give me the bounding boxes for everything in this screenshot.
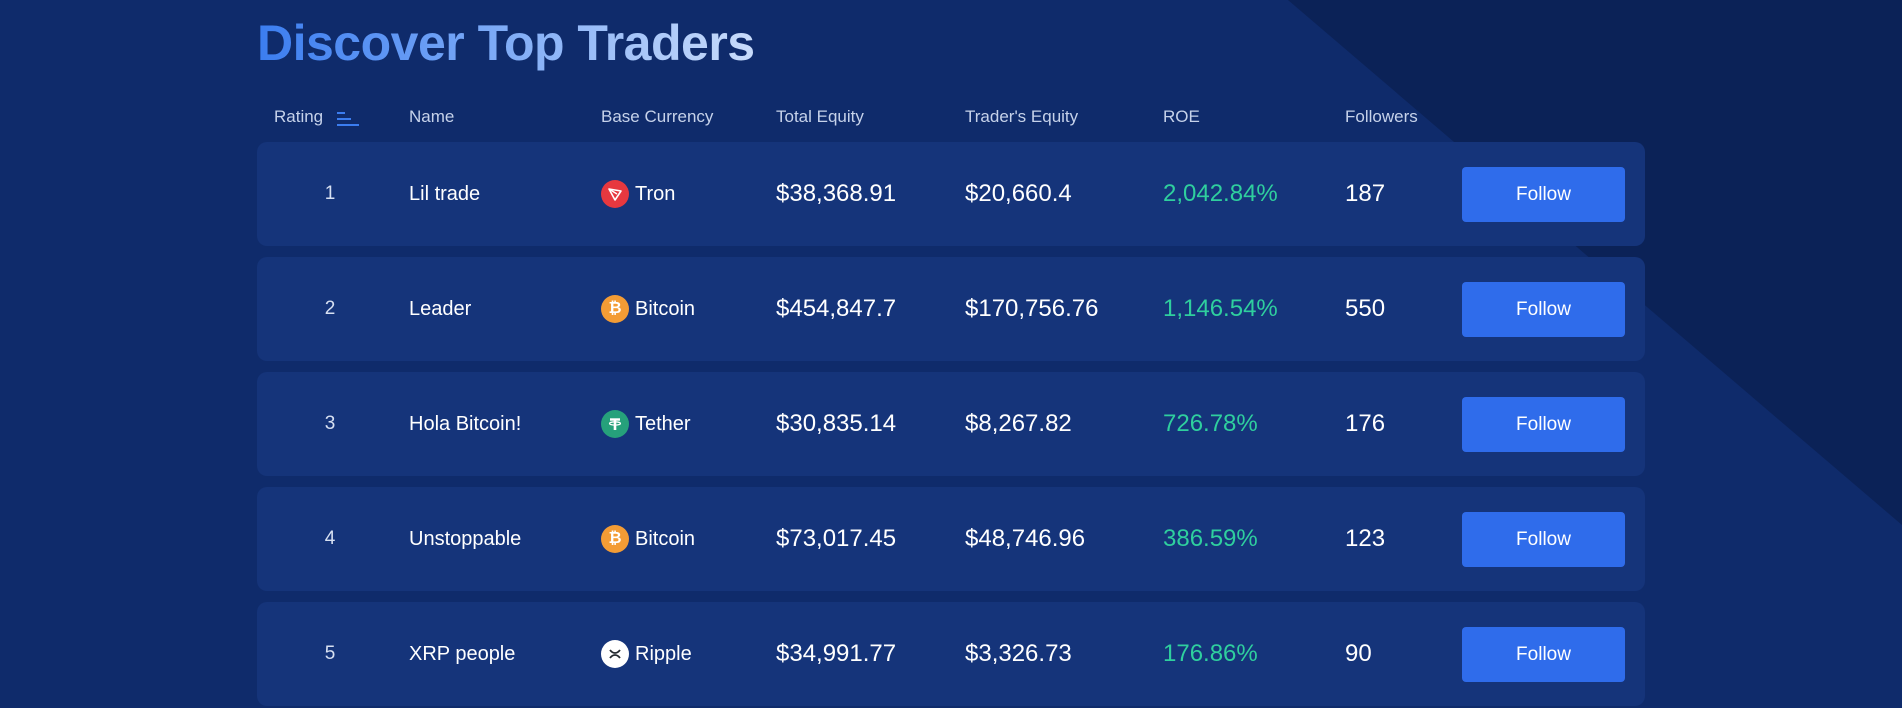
header-rating[interactable]: Rating — [274, 107, 324, 126]
currency-label: Tron — [635, 182, 676, 205]
base-currency-cell: ₿ Bitcoin — [601, 487, 695, 591]
header-roe: ROE — [1163, 107, 1200, 126]
trader-name[interactable]: Lil trade — [409, 182, 481, 205]
traders-equity-cell: $8,267.82 — [965, 410, 1072, 437]
followers-cell: 187 — [1345, 180, 1386, 207]
header-name: Name — [409, 107, 455, 126]
table-row: 2 Leader ₿ Bitcoin $454,847.7 $170,756.7… — [257, 257, 1645, 361]
trader-name[interactable]: Unstoppable — [409, 527, 522, 550]
rank-cell: 3 — [324, 413, 336, 434]
table-header: Rating Name Base Currency Total Equity T… — [257, 107, 1645, 131]
follow-button[interactable]: Follow — [1462, 397, 1625, 452]
currency-label: Bitcoin — [635, 527, 696, 550]
ripple-icon — [601, 640, 629, 668]
table-row: 3 Hola Bitcoin! Tether $30,835.14 $8,267… — [257, 372, 1645, 476]
traders-equity-cell: $170,756.76 — [965, 295, 1099, 322]
follow-button[interactable]: Follow — [1462, 282, 1625, 337]
currency-label: Ripple — [635, 642, 692, 665]
base-currency-cell: Tron — [601, 142, 675, 246]
sort-descending-icon[interactable] — [335, 110, 361, 133]
trader-name[interactable]: XRP people — [409, 642, 516, 665]
table-row: 4 Unstoppable ₿ Bitcoin $73,017.45 $48,7… — [257, 487, 1645, 591]
trader-name[interactable]: Hola Bitcoin! — [409, 412, 522, 435]
currency-label: Bitcoin — [635, 297, 696, 320]
table-row: 5 XRP people Ripple $34,991.77 $3,326.73… — [257, 602, 1645, 706]
page-title: Discover Top Traders — [257, 15, 755, 71]
traders-equity-cell: $3,326.73 — [965, 640, 1072, 667]
roe-cell: 176.86% — [1163, 640, 1258, 667]
total-equity-cell: $34,991.77 — [776, 640, 897, 667]
bitcoin-icon: ₿ — [601, 295, 629, 323]
trader-name[interactable]: Leader — [409, 297, 472, 320]
followers-cell: 123 — [1345, 525, 1386, 552]
total-equity-cell: $454,847.7 — [776, 295, 897, 322]
header-traders-equity: Trader's Equity — [965, 107, 1079, 126]
roe-cell: 726.78% — [1163, 410, 1258, 437]
followers-cell: 550 — [1345, 295, 1386, 322]
follow-button[interactable]: Follow — [1462, 512, 1625, 567]
traders-equity-cell: $48,746.96 — [965, 525, 1086, 552]
total-equity-cell: $30,835.14 — [776, 410, 897, 437]
rank-cell: 1 — [324, 183, 336, 204]
header-followers: Followers — [1345, 107, 1418, 126]
roe-cell: 1,146.54% — [1163, 295, 1278, 322]
total-equity-cell: $73,017.45 — [776, 525, 897, 552]
bitcoin-icon: ₿ — [601, 525, 629, 553]
followers-cell: 90 — [1345, 640, 1372, 667]
tron-icon — [601, 180, 629, 208]
header-base-currency: Base Currency — [601, 107, 714, 126]
currency-label: Tether — [635, 412, 691, 435]
follow-button[interactable]: Follow — [1462, 167, 1625, 222]
followers-cell: 176 — [1345, 410, 1386, 437]
rank-cell: 4 — [324, 528, 336, 549]
roe-cell: 2,042.84% — [1163, 180, 1278, 207]
total-equity-cell: $38,368.91 — [776, 180, 897, 207]
base-currency-cell: ₿ Bitcoin — [601, 257, 695, 361]
base-currency-cell: Tether — [601, 372, 691, 476]
traders-equity-cell: $20,660.4 — [965, 180, 1072, 207]
tether-icon — [601, 410, 629, 438]
base-currency-cell: Ripple — [601, 602, 692, 706]
roe-cell: 386.59% — [1163, 525, 1258, 552]
header-total-equity: Total Equity — [776, 107, 864, 126]
table-row: 1 Lil trade Tron $38,368.91 $20,660.4 2,… — [257, 142, 1645, 246]
rank-cell: 5 — [324, 643, 336, 664]
follow-button[interactable]: Follow — [1462, 627, 1625, 682]
rank-cell: 2 — [324, 298, 336, 319]
